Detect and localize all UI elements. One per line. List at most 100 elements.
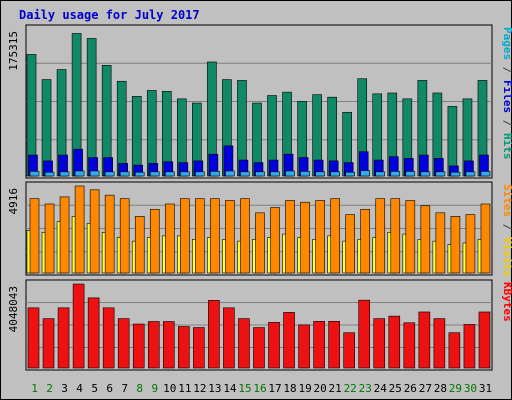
bar-pages-day-27 xyxy=(420,171,431,177)
bar-kbytes-day-21 xyxy=(328,321,340,369)
x-tick-label: 31 xyxy=(479,382,492,395)
bar-kbytes-day-13 xyxy=(208,300,220,369)
bar-kbytes-day-27 xyxy=(418,311,431,369)
bar-pages-day-23 xyxy=(360,170,371,177)
bar-pages-day-10 xyxy=(164,171,175,177)
bar-pages-day-21 xyxy=(330,171,340,177)
bar-sites-day-2 xyxy=(44,203,55,274)
x-tick-label: 20 xyxy=(314,382,327,395)
bar-kbytes-day-29 xyxy=(448,332,461,369)
x-tick-label: 30 xyxy=(464,382,477,395)
bar-sites-day-29 xyxy=(450,216,461,274)
legend-entry: Hits xyxy=(501,133,512,160)
bar-kbytes-day-24 xyxy=(373,318,386,369)
bar-kbytes-day-7 xyxy=(117,318,130,369)
bar-hits-day-8 xyxy=(131,96,142,177)
bar-sites-day-21 xyxy=(330,198,340,274)
bar-sites-day-13 xyxy=(210,198,220,274)
bar-sites-day-3 xyxy=(59,196,70,274)
bar-pages-day-30 xyxy=(465,171,476,177)
bar-kbytes-day-20 xyxy=(313,321,325,369)
bar-pages-day-9 xyxy=(149,171,160,177)
x-axis-labels: 1 2 3 4 5 6 7 8 9 10 11 12 13 14 15 16 17 18 19 20 21 22 23 24 2… xyxy=(31,382,492,395)
bar-pages-day-7 xyxy=(119,171,130,177)
bar-pages-day-2 xyxy=(44,171,55,177)
bar-kbytes-day-5 xyxy=(87,297,100,369)
x-tick-label: 25 xyxy=(389,382,402,395)
x-tick-label: 13 xyxy=(208,382,221,395)
bar-kbytes-day-23 xyxy=(358,299,371,369)
bar-sites-day-9 xyxy=(149,208,160,274)
x-tick-label: 18 xyxy=(283,382,296,395)
axis-max-label-bottom: 4048043 xyxy=(7,286,20,332)
x-tick-label: 10 xyxy=(163,382,176,395)
x-tick-label: 21 xyxy=(329,382,342,395)
x-tick-label: 22 xyxy=(344,382,357,395)
bar-sites-day-7 xyxy=(119,198,130,274)
bar-sites-day-27 xyxy=(420,205,431,274)
bar-sites-day-16 xyxy=(255,212,265,274)
panel-top: 175315 Pages / Files / Hits xyxy=(7,24,512,179)
x-tick-label: 15 xyxy=(238,382,251,395)
bar-pages-day-5 xyxy=(89,170,100,177)
x-tick-label: 4 xyxy=(76,382,83,395)
bar-pages-day-16 xyxy=(255,171,265,177)
legend-entry: Sites xyxy=(501,184,512,217)
bar-pages-day-13 xyxy=(210,171,220,177)
bar-kbytes-day-16 xyxy=(253,327,265,369)
bar-pages-day-22 xyxy=(345,171,355,177)
bar-kbytes-day-25 xyxy=(388,315,401,369)
legend-entry: Pages xyxy=(501,27,512,60)
bar-pages-day-19 xyxy=(300,171,310,177)
bar-hits-day-5 xyxy=(86,38,97,177)
bar-kbytes-day-31 xyxy=(478,311,491,369)
bar-sites-day-17 xyxy=(270,207,280,274)
bar-kbytes-day-15 xyxy=(238,318,250,369)
bar-pages-day-28 xyxy=(435,171,446,177)
bar-kbytes-day-28 xyxy=(433,318,446,369)
bar-kbytes-day-3 xyxy=(57,307,70,369)
chart-title: Daily usage for July 2017 xyxy=(19,8,200,22)
bar-sites-day-11 xyxy=(180,198,190,274)
x-tick-label: 5 xyxy=(91,382,98,395)
bar-sites-day-22 xyxy=(345,214,355,274)
panel-middle: 4916 Sites / Visits xyxy=(7,181,512,277)
x-tick-label: 9 xyxy=(151,382,158,395)
x-tick-label: 28 xyxy=(434,382,447,395)
bar-kbytes-day-17 xyxy=(268,322,280,369)
bar-kbytes-day-11 xyxy=(178,326,190,369)
x-tick-label: 29 xyxy=(449,382,462,395)
bar-sites-day-26 xyxy=(405,200,416,274)
x-tick-label: 17 xyxy=(268,382,281,395)
bar-sites-day-19 xyxy=(300,201,310,274)
x-tick-label: 7 xyxy=(121,382,128,395)
x-tick-label: 12 xyxy=(193,382,206,395)
bar-sites-day-23 xyxy=(360,208,371,274)
x-tick-label: 2 xyxy=(46,382,53,395)
bar-kbytes-day-22 xyxy=(343,332,355,369)
legend-entry: Files xyxy=(501,80,512,113)
bar-sites-day-6 xyxy=(104,194,115,274)
bar-kbytes-day-2 xyxy=(42,318,55,369)
x-tick-label: 11 xyxy=(178,382,191,395)
x-tick-label: 19 xyxy=(298,382,311,395)
bar-pages-day-29 xyxy=(450,171,461,177)
bar-pages-day-24 xyxy=(375,171,386,177)
legend-middle: Sites / Visits xyxy=(501,184,512,277)
bar-kbytes-day-30 xyxy=(463,324,476,369)
bar-sites-day-30 xyxy=(465,214,476,274)
x-tick-label: 3 xyxy=(61,382,68,395)
bar-pages-day-4 xyxy=(74,170,85,177)
bar-kbytes-day-4 xyxy=(72,283,85,369)
bar-kbytes-day-18 xyxy=(283,312,295,369)
bar-hits-day-7 xyxy=(116,80,127,177)
x-tick-label: 14 xyxy=(223,382,237,395)
legend-entry: / xyxy=(501,113,512,133)
x-tick-label: 16 xyxy=(253,382,266,395)
bar-sites-day-12 xyxy=(195,198,205,274)
bar-kbytes-day-19 xyxy=(298,324,310,369)
bar-pages-day-20 xyxy=(315,171,325,177)
legend-entry: KBytes xyxy=(501,282,512,322)
bar-pages-day-14 xyxy=(225,170,235,177)
